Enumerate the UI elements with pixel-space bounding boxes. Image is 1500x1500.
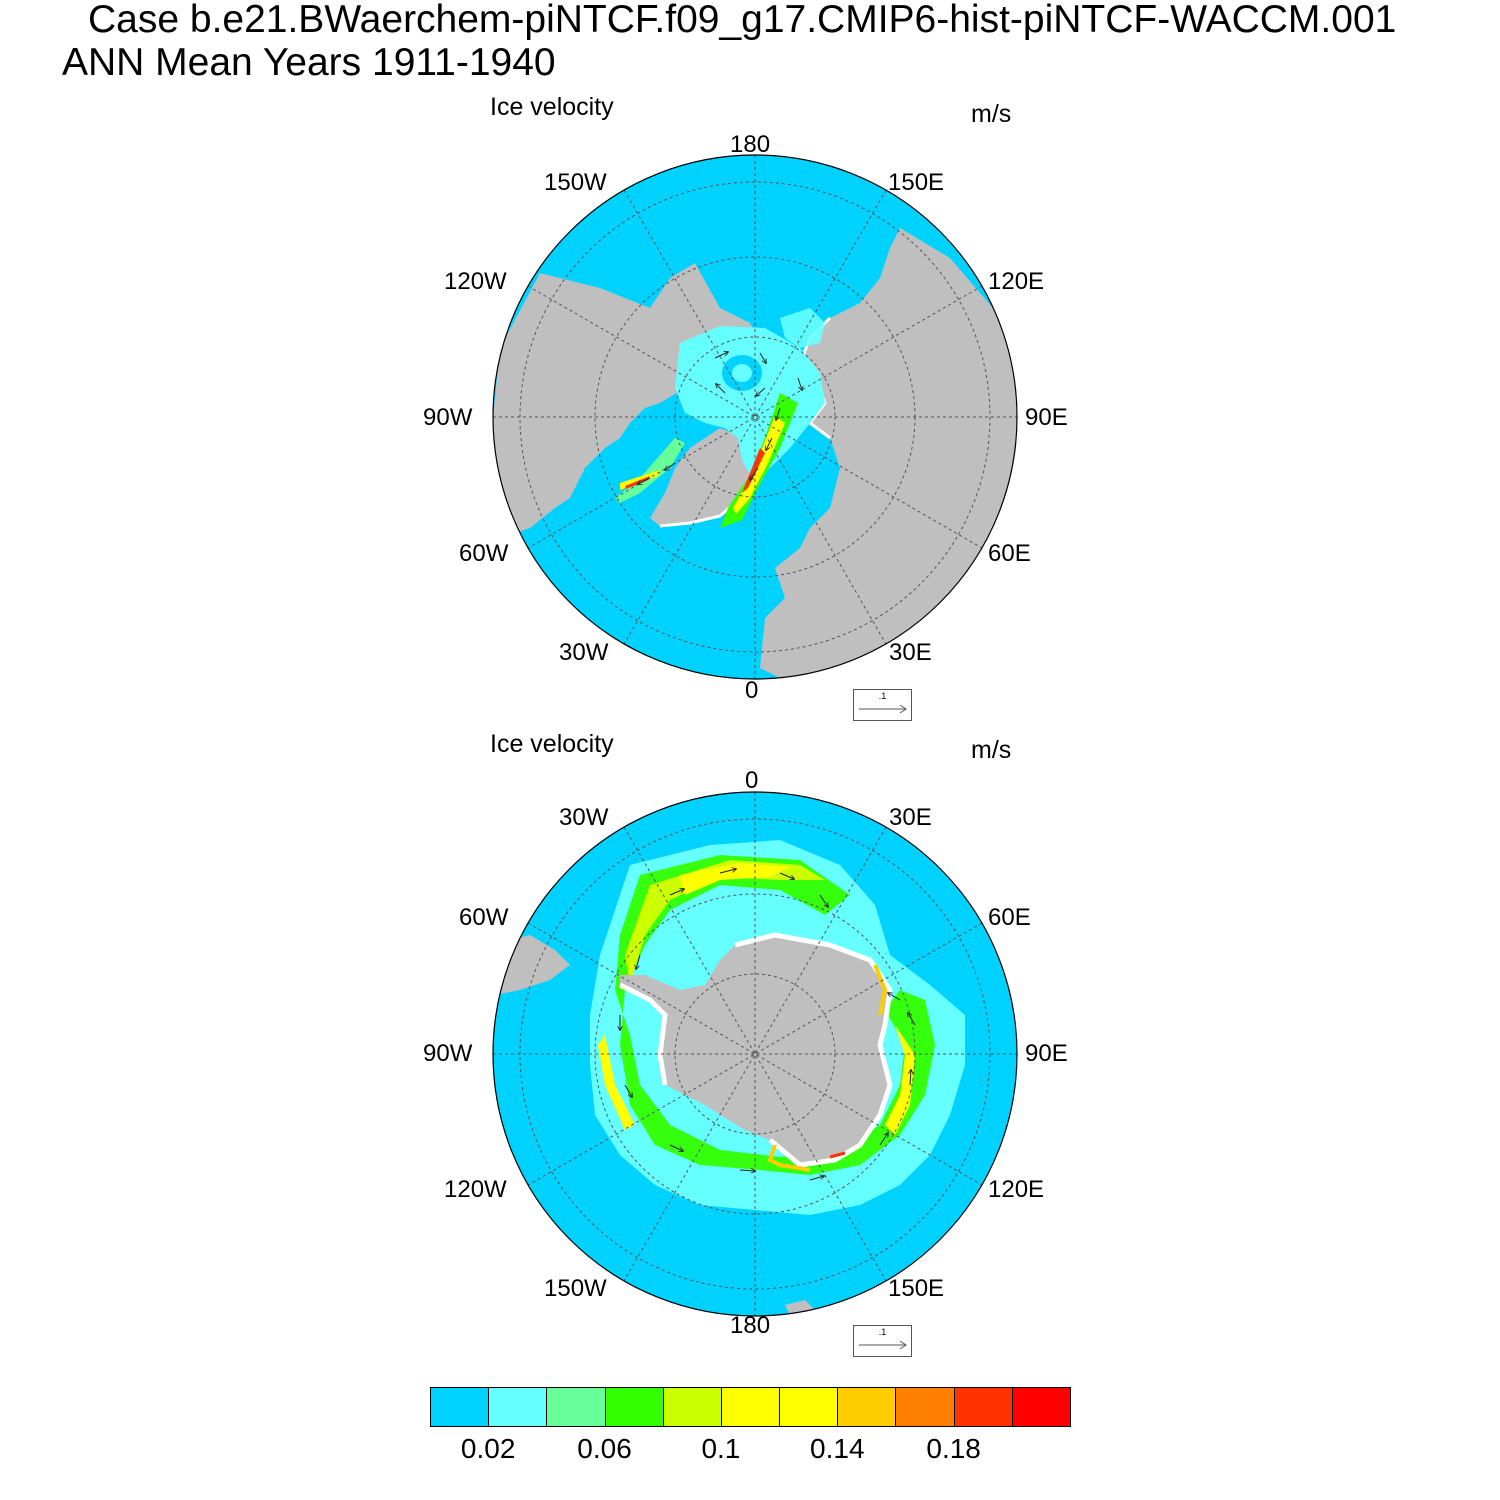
colorbar-box <box>953 1387 1013 1427</box>
nh-panel-units: m/s <box>971 100 1012 128</box>
nh-lon-60w: 60W <box>459 540 509 567</box>
page-title: Case b.e21.BWaerchem-piNTCF.f09_g17.CMIP… <box>88 0 1397 41</box>
colorbar-box <box>488 1387 548 1427</box>
colorbar-box <box>546 1387 606 1427</box>
colorbar-box <box>430 1387 490 1427</box>
colorbar-box <box>1011 1387 1071 1427</box>
sh-lon-60w: 60W <box>459 904 509 931</box>
nh-land-eurasia <box>760 228 1017 678</box>
sh-lon-120w: 120W <box>444 1176 507 1203</box>
sh-panel-title: Ice velocity <box>490 730 614 758</box>
nh-reference-vector-label: .1 <box>878 691 887 701</box>
colorbar-box <box>895 1387 955 1427</box>
sh-lon-30w: 30W <box>559 804 609 831</box>
sh-panel-units: m/s <box>971 736 1012 764</box>
sh-reference-vector: .1 <box>853 1325 912 1357</box>
nh-lon-60e: 60E <box>988 540 1031 567</box>
sh-vectors <box>620 869 916 1181</box>
colorbar-box <box>779 1387 839 1427</box>
nh-panel-title: Ice velocity <box>490 93 614 121</box>
sh-lon-120e: 120E <box>988 1176 1045 1203</box>
sh-lon-90e: 90E <box>1025 1040 1068 1067</box>
colorbar <box>430 1387 1071 1429</box>
sh-lon-60e: 60E <box>988 904 1031 931</box>
colorbar-box <box>837 1387 897 1427</box>
colorbar-box <box>604 1387 664 1427</box>
nh-lon-150w: 150W <box>544 169 607 196</box>
nh-land-north-america <box>493 263 755 538</box>
nh-lon-top: 180 <box>730 131 771 158</box>
page-subtitle: ANN Mean Years 1911-1940 <box>62 41 556 84</box>
nh-reference-vector: .1 <box>853 689 912 721</box>
sh-lon-bottom: 180 <box>730 1312 771 1339</box>
sh-lon-top: 0 <box>745 767 759 794</box>
nh-polar-map <box>492 154 1018 680</box>
sh-reference-vector-label: .1 <box>878 1327 887 1337</box>
nh-lon-150e: 150E <box>888 169 945 196</box>
nh-arctic-basin <box>675 326 825 478</box>
colorbar-tick-label: 0.06 <box>577 1433 632 1464</box>
sh-lon-150e: 150E <box>888 1275 945 1302</box>
nh-lon-30e: 30E <box>889 639 932 666</box>
sh-lon-30e: 30E <box>889 804 932 831</box>
nh-lon-90e: 90E <box>1025 404 1068 431</box>
colorbar-tick-label: 0.18 <box>926 1433 981 1464</box>
nh-vectors <box>638 352 802 484</box>
nh-lon-120w: 120W <box>444 268 507 295</box>
nh-lon-bottom: 0 <box>745 677 759 704</box>
colorbar-box <box>662 1387 722 1427</box>
nh-lon-90w: 90W <box>423 404 473 431</box>
nh-lon-30w: 30W <box>559 639 609 666</box>
colorbar-box <box>720 1387 781 1427</box>
nh-lon-120e: 120E <box>988 268 1045 295</box>
colorbar-tick-label: 0.1 <box>701 1433 741 1464</box>
colorbar-tick-label: 0.02 <box>460 1433 516 1464</box>
colorbar-tick-label: 0.14 <box>810 1433 865 1464</box>
sh-lon-90w: 90W <box>423 1040 473 1067</box>
sh-polar-map <box>492 791 1018 1317</box>
sh-lon-150w: 150W <box>544 1275 607 1302</box>
